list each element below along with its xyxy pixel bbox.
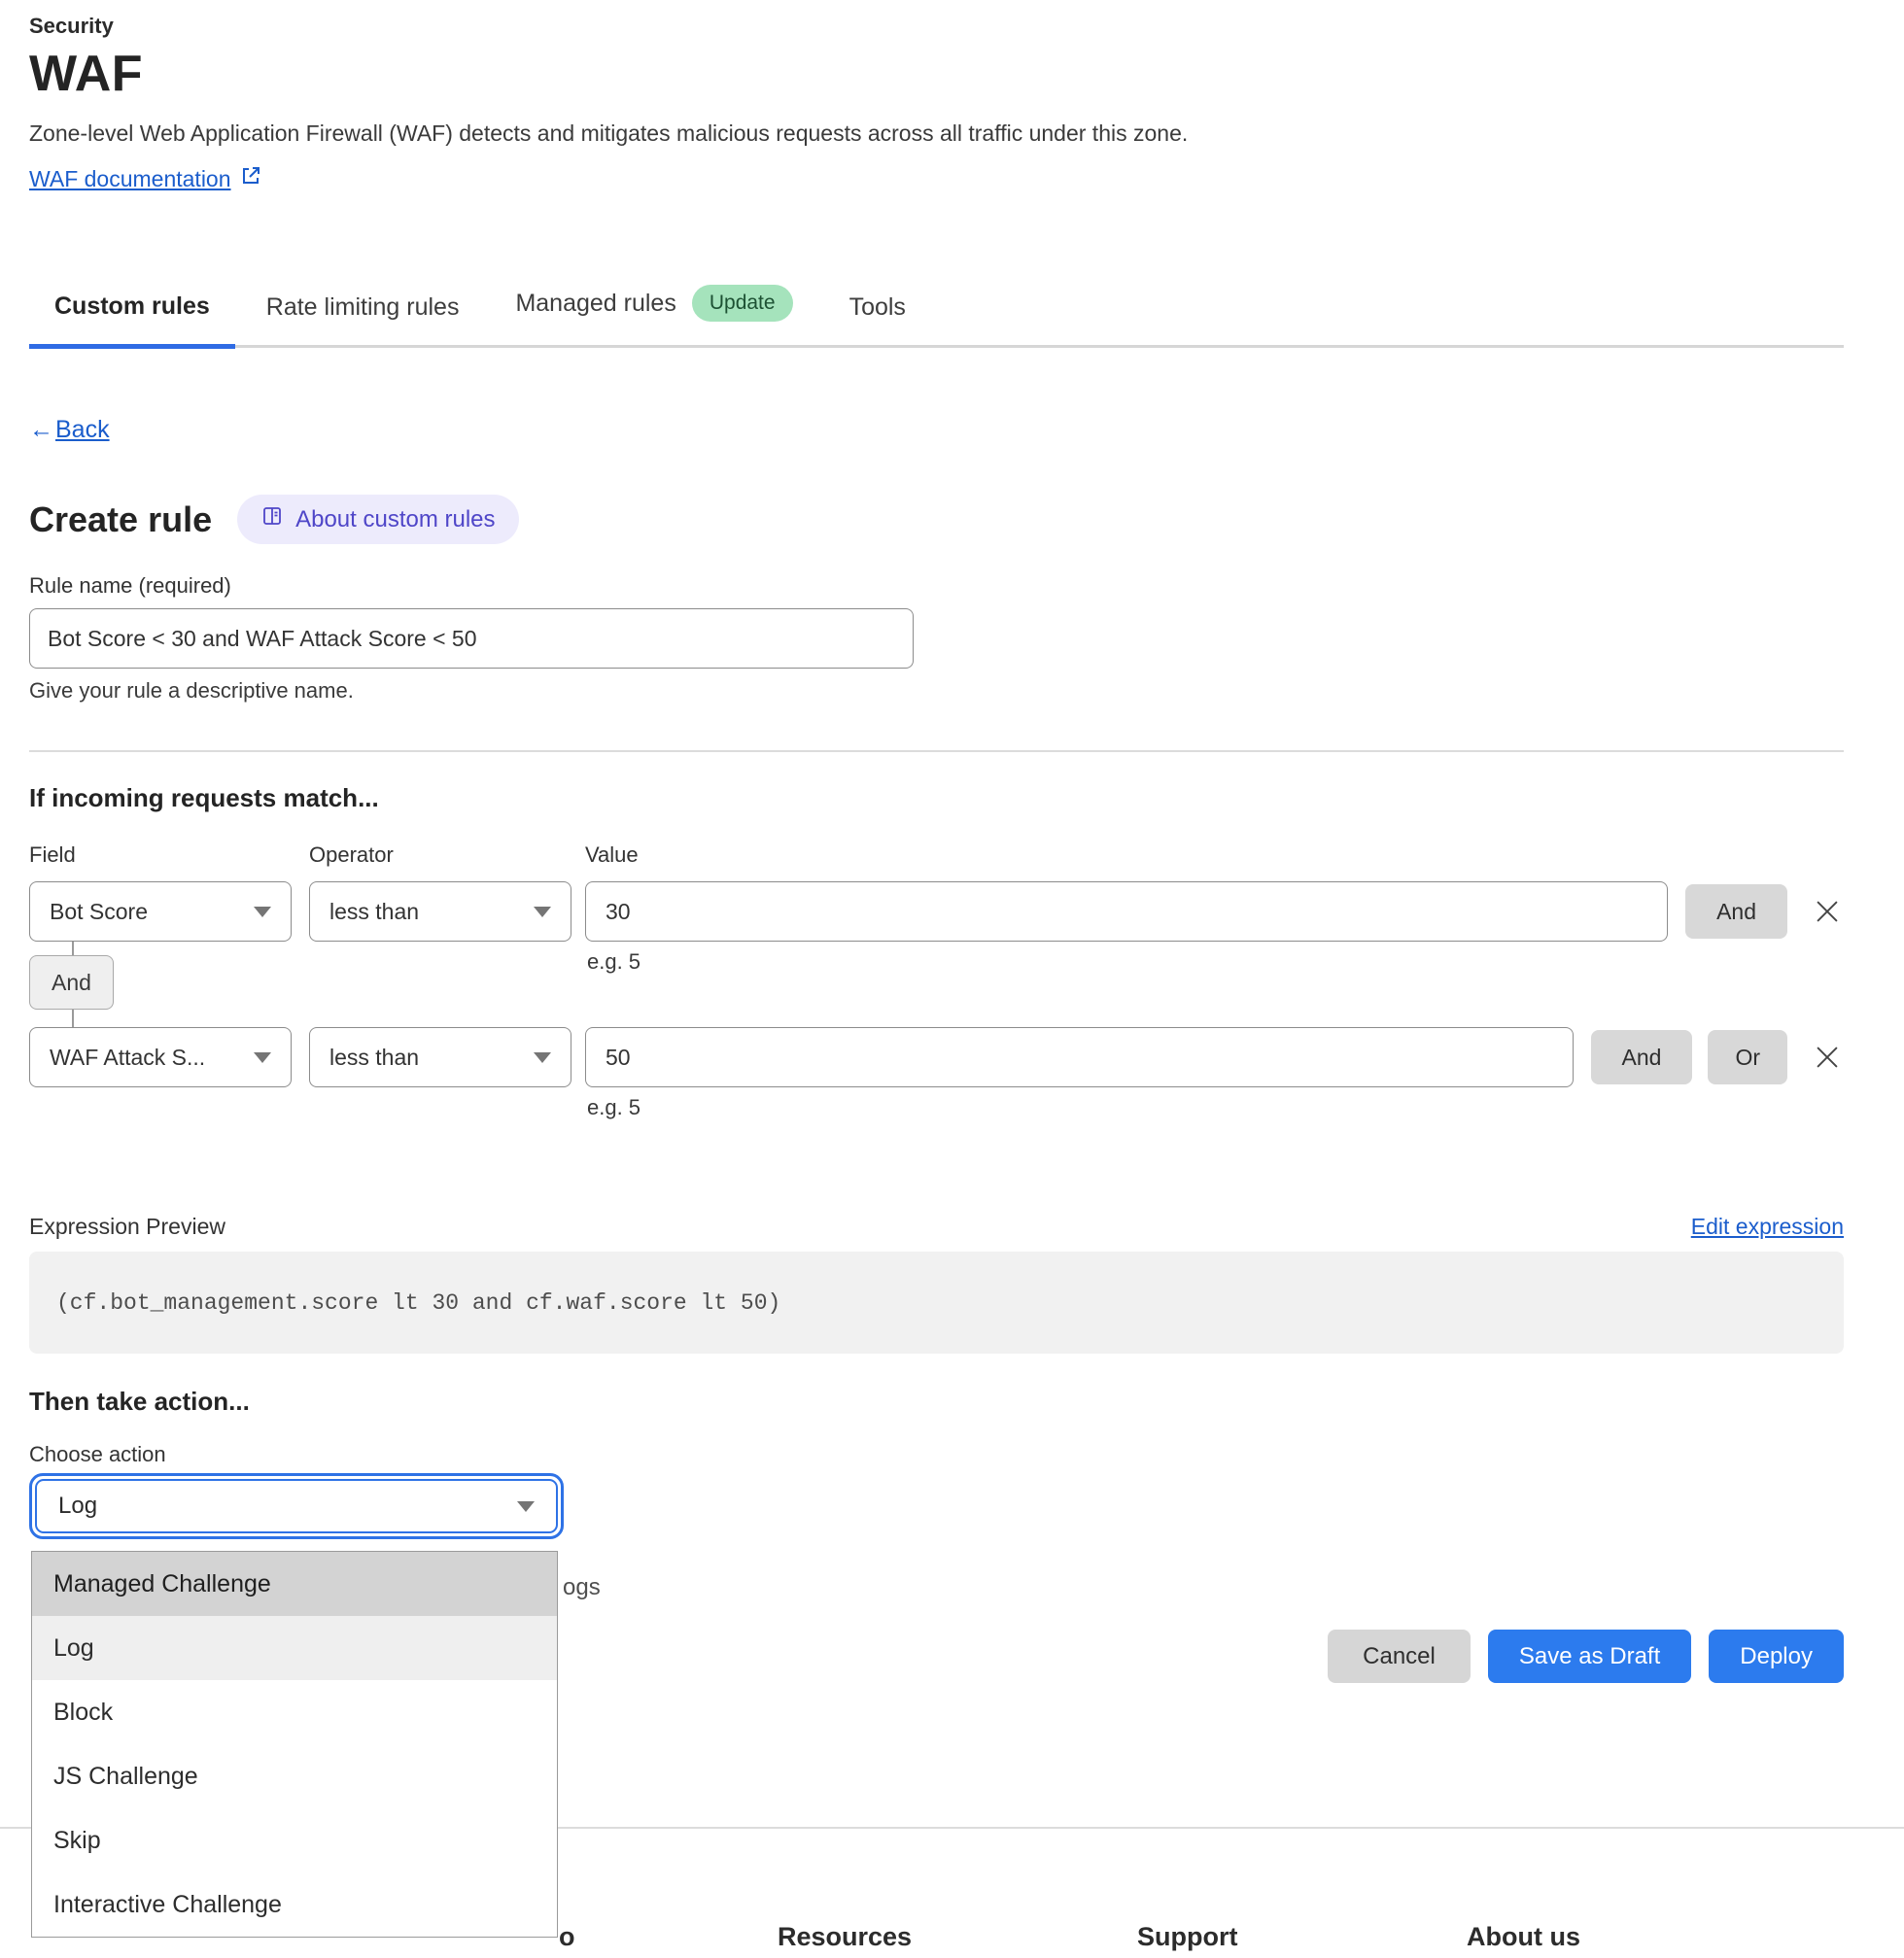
back-link[interactable]: ← Back <box>29 416 110 444</box>
condition-column-headers: Field Operator Value <box>29 842 1844 868</box>
value-column-label: Value <box>585 842 639 867</box>
selected-action: Log <box>58 1493 98 1519</box>
action-option-block[interactable]: Block <box>53 1698 114 1726</box>
breadcrumb: Security <box>29 14 114 38</box>
expression-code: (cf.bot_management.score lt 30 and cf.wa… <box>56 1289 781 1316</box>
about-custom-rules-label: About custom rules <box>295 505 496 532</box>
chevron-down-icon <box>534 1051 551 1063</box>
back-label: Back <box>55 416 110 443</box>
remove-condition-icon[interactable] <box>1811 1041 1844 1074</box>
choose-action-select-focus-ring: Log <box>29 1473 564 1539</box>
occluded-text-fragment: ogs <box>563 1574 601 1600</box>
field-column-label: Field <box>29 842 76 867</box>
footer-heading-resources: Resources <box>778 1922 913 1951</box>
occluded-footer-heading-fragment: o <box>559 1922 575 1951</box>
condition-connector: And <box>29 942 1844 1027</box>
choose-action-select[interactable]: Log <box>35 1479 558 1533</box>
operator-column-label: Operator <box>309 842 394 867</box>
action-option-js-challenge[interactable]: JS Challenge <box>53 1762 198 1790</box>
cancel-button[interactable]: Cancel <box>1328 1630 1471 1683</box>
footer-heading-about-us: About us <box>1467 1922 1580 1951</box>
field-select[interactable]: Bot Score <box>29 881 292 942</box>
value-hint: e.g. 5 <box>587 949 641 974</box>
chevron-down-icon <box>534 906 551 917</box>
field-select[interactable]: WAF Attack S... <box>29 1027 292 1087</box>
footer-heading-support: Support <box>1137 1922 1238 1951</box>
action-option-interactive-challenge[interactable]: Interactive Challenge <box>53 1890 282 1918</box>
action-option-log[interactable]: Log <box>32 1616 557 1680</box>
condition-row: WAF Attack S... less than e.g. 5 And Or <box>29 1027 1844 1119</box>
section-divider <box>29 750 1844 752</box>
operator-select[interactable]: less than <box>309 1027 571 1087</box>
create-rule-heading: Create rule <box>29 498 213 539</box>
about-custom-rules-badge[interactable]: About custom rules <box>237 495 519 544</box>
operator-select[interactable]: less than <box>309 881 571 942</box>
chevron-down-icon <box>517 1500 535 1512</box>
value-input[interactable] <box>585 1027 1574 1087</box>
rule-name-helper: Give your rule a descriptive name. <box>29 678 354 703</box>
action-option-skip[interactable]: Skip <box>53 1826 101 1854</box>
value-hint: e.g. 5 <box>587 1095 641 1119</box>
rule-name-input[interactable] <box>29 608 914 669</box>
waf-documentation-label: WAF documentation <box>29 165 231 191</box>
tab-bar: Custom rules Rate limiting rules Managed… <box>29 285 1844 349</box>
page-title: WAF <box>29 46 144 102</box>
deploy-button[interactable]: Deploy <box>1709 1630 1844 1683</box>
and-connector-chip: And <box>29 955 114 1010</box>
tab-managed-rules[interactable]: Managed rules Update <box>490 285 817 345</box>
edit-expression-link[interactable]: Edit expression <box>1690 1214 1844 1239</box>
save-as-draft-button[interactable]: Save as Draft <box>1487 1630 1692 1683</box>
tab-tools[interactable]: Tools <box>848 293 906 321</box>
condition-row: Bot Score less than e.g. 5 And <box>29 881 1844 974</box>
add-or-condition-button[interactable]: Or <box>1708 1030 1787 1084</box>
book-icon <box>260 504 284 534</box>
tab-custom-rules[interactable]: Custom rules <box>29 292 235 349</box>
page-description: Zone-level Web Application Firewall (WAF… <box>29 120 1189 146</box>
rule-name-label: Rule name (required) <box>29 573 231 598</box>
tab-rate-limiting-rules[interactable]: Rate limiting rules <box>265 293 460 321</box>
remove-condition-icon[interactable] <box>1811 895 1844 928</box>
back-arrow-icon: ← <box>29 416 53 443</box>
chevron-down-icon <box>254 906 271 917</box>
waf-documentation-link[interactable]: WAF documentation <box>29 164 262 193</box>
expression-preview-box: (cf.bot_management.score lt 30 and cf.wa… <box>29 1252 1844 1354</box>
match-heading: If incoming requests match... <box>29 783 379 812</box>
external-link-icon <box>239 164 262 193</box>
value-input[interactable] <box>585 881 1669 942</box>
add-and-condition-button[interactable]: And <box>1590 1030 1693 1084</box>
action-option-managed-challenge[interactable]: Managed Challenge <box>32 1552 557 1616</box>
chevron-down-icon <box>254 1051 271 1063</box>
update-badge: Update <box>691 285 793 322</box>
choose-action-label: Choose action <box>29 1442 166 1466</box>
add-and-condition-button[interactable]: And <box>1685 884 1787 939</box>
expression-preview-label: Expression Preview <box>29 1214 225 1239</box>
action-dropdown-list: Managed Challenge Log Block JS Challenge… <box>31 1551 558 1938</box>
action-heading: Then take action... <box>29 1387 250 1416</box>
